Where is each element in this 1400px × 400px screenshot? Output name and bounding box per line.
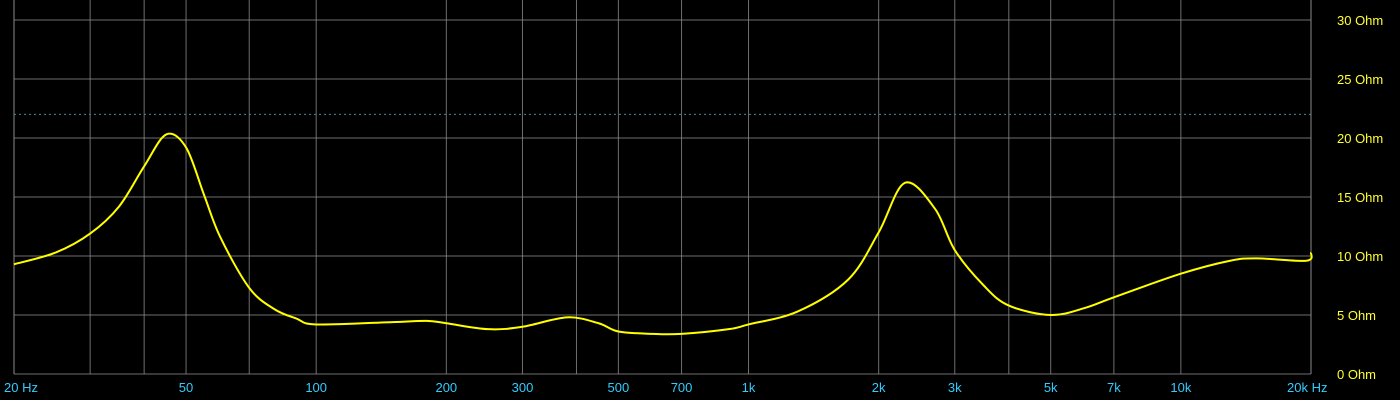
x-tick-label: 500 (608, 380, 630, 395)
y-tick-label: 15 Ohm (1337, 190, 1383, 205)
x-tick-labels: 20 Hz 50 100 200 300 500 700 1k 2k 3k 5k 7k 10k 20k H… (4, 380, 1327, 395)
x-tick-label: 100 (305, 380, 327, 395)
y-tick-label: 5 Ohm (1337, 308, 1376, 323)
y-tick-label: 25 Ohm (1337, 72, 1383, 87)
grid (13, 0, 1312, 375)
x-tick-label: 20 Hz (4, 380, 38, 395)
impedance-curve (13, 132, 1313, 336)
series-group (13, 132, 1313, 336)
x-tick-label: 50 (179, 380, 193, 395)
x-tick-label: 200 (435, 380, 457, 395)
y-tick-labels: 0 Ohm 5 Ohm 10 Ohm 15 Ohm 20 Ohm 25 Ohm 30 Ohm (1337, 13, 1383, 382)
x-tick-label: 3k (948, 380, 962, 395)
x-tick-label: 700 (671, 380, 693, 395)
y-tick-label: 30 Ohm (1337, 13, 1383, 28)
x-tick-label: 7k (1107, 380, 1121, 395)
x-tick-label: 1k (742, 380, 756, 395)
y-tick-label: 20 Ohm (1337, 131, 1383, 146)
y-tick-label: 0 Ohm (1337, 367, 1376, 382)
y-tick-label: 10 Ohm (1337, 249, 1383, 264)
x-tick-label: 10k (1170, 380, 1191, 395)
x-tick-label: 20k Hz (1287, 380, 1327, 395)
x-tick-label: 5k (1044, 380, 1058, 395)
x-tick-label: 300 (512, 380, 534, 395)
x-tick-label: 2k (872, 380, 886, 395)
